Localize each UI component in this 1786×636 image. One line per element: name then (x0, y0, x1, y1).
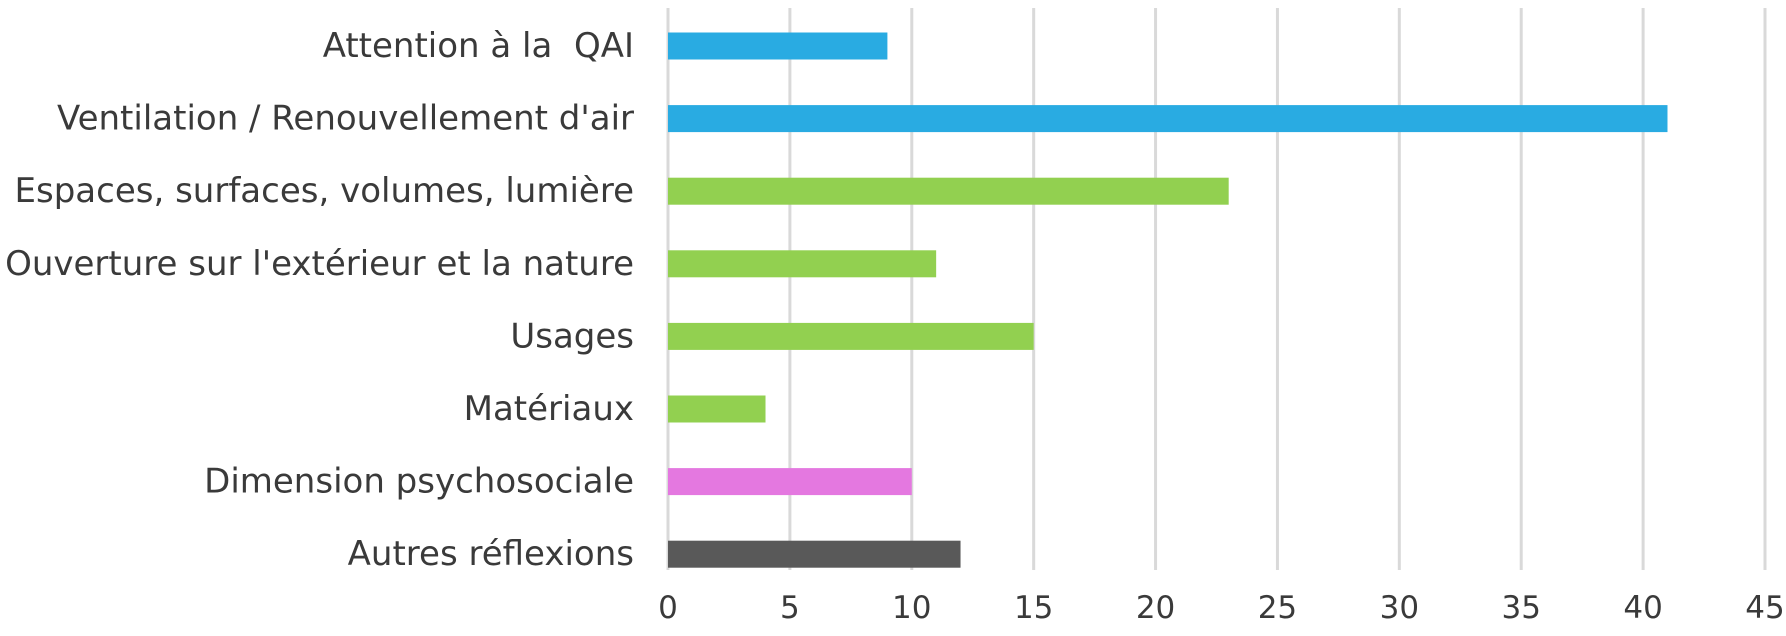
bar (668, 32, 888, 60)
x-tick-label: 35 (1501, 590, 1540, 626)
x-tick-label: 15 (1014, 590, 1053, 626)
bars (668, 32, 1668, 568)
x-tick-label: 40 (1623, 590, 1662, 626)
category-label: Ouverture sur l'extérieur et la nature (5, 244, 634, 284)
grid-lines (666, 8, 1767, 570)
bar (668, 105, 1668, 133)
bar (668, 540, 961, 568)
bar (668, 395, 766, 423)
category-label: Ventilation / Renouvellement d'air (57, 99, 634, 139)
category-label: Dimension psychosociale (204, 462, 634, 502)
category-label: Autres réflexions (348, 534, 634, 574)
bar (668, 322, 1034, 350)
x-axis-tick-labels: 0 5 10 15 20 25 30 35 40 45 (658, 590, 1785, 626)
category-label: Attention à la QAI (323, 26, 634, 66)
x-tick-label: 30 (1380, 590, 1419, 626)
bar (668, 177, 1229, 205)
x-tick-label: 20 (1136, 590, 1175, 626)
x-tick-label: 10 (892, 590, 931, 626)
x-tick-label: 45 (1745, 590, 1784, 626)
bar (668, 250, 937, 278)
category-label: Usages (510, 316, 634, 356)
x-tick-label: 25 (1258, 590, 1297, 626)
category-label: Espaces, surfaces, volumes, lumière (15, 171, 634, 211)
bar (668, 468, 912, 496)
category-labels: Attention à la QAI Ventilation / Renouvel… (5, 26, 634, 574)
x-tick-label: 5 (780, 590, 800, 626)
category-label: Matériaux (464, 389, 634, 429)
x-tick-label: 0 (658, 590, 678, 626)
